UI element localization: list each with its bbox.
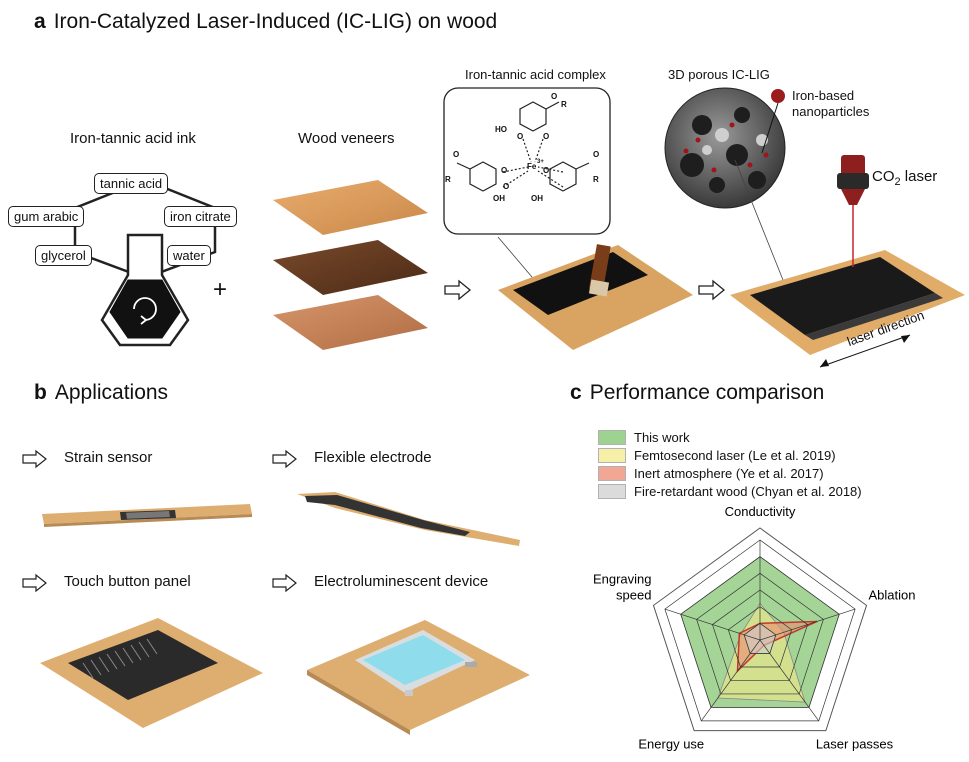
radar-axis-label: Laser passes (816, 737, 894, 752)
radar-grid-ring (712, 589, 808, 681)
legend-swatch (598, 466, 626, 481)
touch-panel-illustration (40, 618, 263, 728)
ink-gum-arabic: gum arabic (8, 206, 85, 227)
plus-sign: + (213, 276, 228, 303)
radar-grid-ring (680, 556, 840, 708)
radar-axis-label: Ablation (869, 587, 916, 602)
strain-sensor-illustration (42, 504, 252, 527)
chem-o-2: O (543, 132, 549, 141)
porous-label: 3D porous IC-LIG (668, 67, 770, 82)
radar-grid-ring (743, 622, 777, 654)
chem-o-7: O (543, 166, 549, 175)
radar-axis-label: Conductivity (725, 504, 796, 519)
ink-diagram (73, 178, 217, 347)
legend-swatch (598, 430, 626, 445)
radar-spoke (664, 608, 761, 641)
legend-label: This work (634, 430, 690, 445)
process-arrow-2 (698, 279, 726, 301)
chem-fe: Fe (527, 162, 537, 171)
panel-b-title: b Applications (34, 381, 168, 405)
radar-axis-label: Energy use (638, 737, 704, 752)
chem-fe-charge: 3+ (537, 159, 544, 165)
chem-o-5: O (593, 150, 599, 159)
app-flexible-electrode: Flexible electrode (314, 449, 432, 466)
app-arrow-electroluminescent (272, 573, 297, 593)
nanoparticles-label-line2: nanoparticles (792, 104, 870, 119)
radar-axis-label: Engraving speed (593, 571, 652, 602)
legend-swatch (598, 484, 626, 499)
electroluminescent-illustration (307, 620, 530, 735)
legend-item: This work (598, 430, 690, 445)
chem-o-6: O (501, 166, 507, 175)
chem-ho-1: HO (495, 125, 507, 134)
porous-sphere (664, 87, 786, 209)
ink-iron-citrate: iron citrate (164, 206, 237, 227)
app-arrow-touch (22, 573, 47, 593)
radar-spoke (759, 608, 856, 641)
legend-swatch (598, 448, 626, 463)
legend-item: Inert atmosphere (Ye et al. 2017) (598, 466, 824, 481)
complex-title: Iron-tannic acid complex (465, 67, 606, 82)
ink-title: Iron-tannic acid ink (70, 130, 196, 147)
laser-label-suffix: laser (900, 168, 938, 185)
panel-b-title-text: Applications (54, 381, 169, 404)
nanoparticles-label-line1: Iron-based (792, 88, 855, 103)
chem-o-8: O (503, 182, 509, 191)
panel-c-letter: c (570, 381, 582, 404)
ink-tannic-acid: tannic acid (94, 173, 169, 194)
process-arrow-1 (444, 279, 472, 301)
chem-r-1: R (561, 100, 567, 109)
laser-label-prefix: CO (872, 168, 895, 185)
ink-glycerol: glycerol (35, 245, 92, 266)
radar-chart: Conductivity Ablation Laser passes Energy u… (593, 504, 916, 752)
ink-water: water (167, 245, 211, 266)
nanoparticle-marker (761, 89, 785, 154)
complex-structure: HO O O R O O R O R O O OH O OH Fe 3+ (443, 87, 611, 235)
legend-label: Inert atmosphere (Ye et al. 2017) (634, 466, 824, 481)
panel-a-letter: a (34, 10, 46, 33)
radar-spoke (700, 639, 761, 722)
veneers-title: Wood veneers (298, 130, 395, 147)
legend-item: Fire-retardant wood (Chyan et al. 2018) (598, 484, 862, 499)
legend-item: Femtosecond laser (Le et al. 2019) (598, 448, 836, 463)
chem-r-3: R (593, 175, 599, 184)
panel-a-title: a Iron-Catalyzed Laser-Induced (IC-LIG) o… (34, 10, 497, 34)
app-strain-sensor: Strain sensor (64, 449, 153, 466)
coated-wood-illustration (497, 236, 693, 350)
laser-engraving-illustration (730, 155, 965, 368)
legend-label: Fire-retardant wood (Chyan et al. 2018) (634, 484, 862, 499)
radar-spoke (759, 639, 820, 722)
veneers-illustration (273, 180, 428, 350)
panel-c-title: c Performance comparison (570, 381, 824, 405)
radar-grid-ring (727, 606, 793, 668)
app-touch-button-panel: Touch button panel (64, 573, 191, 590)
radar-grid-ring (696, 572, 824, 695)
flexible-electrode-illustration (297, 492, 520, 546)
panel-c-title-text: Performance comparison (589, 381, 825, 404)
panel-b-letter: b (34, 381, 47, 404)
app-arrow-strain (22, 449, 47, 469)
legend-label: Femtosecond laser (Le et al. 2019) (634, 448, 836, 463)
nanoparticles-label: Iron-based nanoparticles (792, 88, 869, 120)
app-arrow-electrode (272, 449, 297, 469)
chem-o-1: O (517, 132, 523, 141)
chem-r-2: R (445, 175, 451, 184)
app-electroluminescent-device: Electroluminescent device (314, 573, 489, 590)
radar-frame (652, 527, 868, 732)
panel-a-title-text: Iron-Catalyzed Laser-Induced (IC-LIG) on… (53, 10, 498, 33)
chem-o-4: O (453, 150, 459, 159)
chem-oh-1: OH (493, 194, 505, 203)
chem-oh-2: OH (531, 194, 543, 203)
chem-o-3: O (551, 92, 557, 101)
radar-grid-ring (664, 539, 856, 722)
laser-label: CO2 laser (872, 168, 937, 188)
laser-label-sub: 2 (894, 176, 901, 188)
